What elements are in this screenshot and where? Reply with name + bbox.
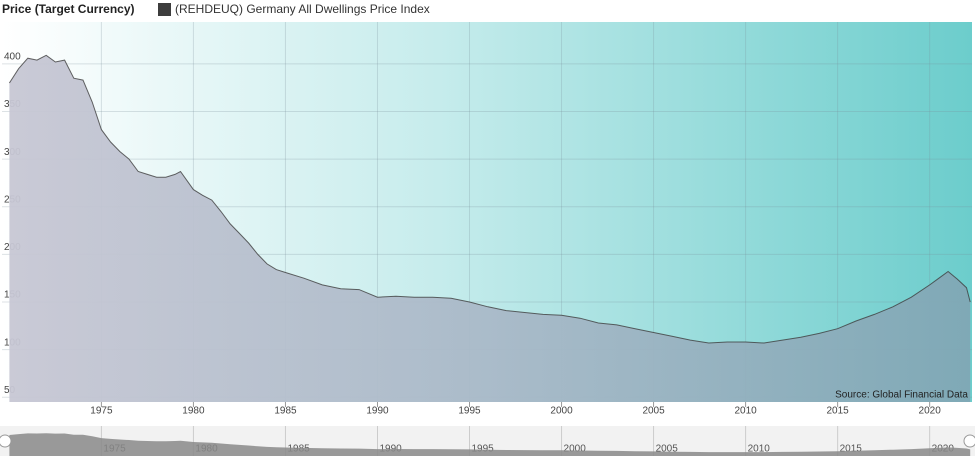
navigator-tick-label: 2000: [564, 444, 587, 455]
x-tick-label: 2010: [734, 406, 757, 417]
navigator-handle[interactable]: [963, 434, 975, 448]
x-tick-label: 2000: [550, 406, 573, 417]
x-tick-label: 1975: [90, 406, 113, 417]
x-tick-label: 2015: [827, 406, 850, 417]
line: [8, 54, 971, 344]
navigator-tick-label: 2010: [748, 444, 771, 455]
x-tick-label: 2005: [642, 406, 665, 417]
legend-title: Price (Target Currency): [2, 2, 135, 16]
x-tick-label: 1990: [366, 406, 389, 417]
area: [9, 55, 971, 403]
legend-label: (REHDEUQ) Germany All Dwellings Price In…: [175, 2, 430, 16]
y-tick-label: 400: [4, 52, 21, 63]
navigator-tick-label: 2005: [656, 444, 679, 455]
legend-swatch: [158, 3, 171, 16]
x-tick-label: 1995: [458, 406, 481, 417]
navigator-tick-label: 2015: [840, 444, 863, 455]
x-tick-label: 1985: [274, 406, 297, 417]
navigator-area: [9, 433, 971, 456]
x-tick-label: 2020: [919, 406, 942, 417]
source-annotation: Source: Global Financial Data: [835, 390, 968, 401]
x-tick-label: 1980: [182, 406, 205, 417]
navigator-handle[interactable]: [0, 434, 12, 448]
plot: 5010015020025030035040019751975198019801…: [2, 22, 972, 456]
navigator-tick-label: 1995: [472, 444, 495, 455]
